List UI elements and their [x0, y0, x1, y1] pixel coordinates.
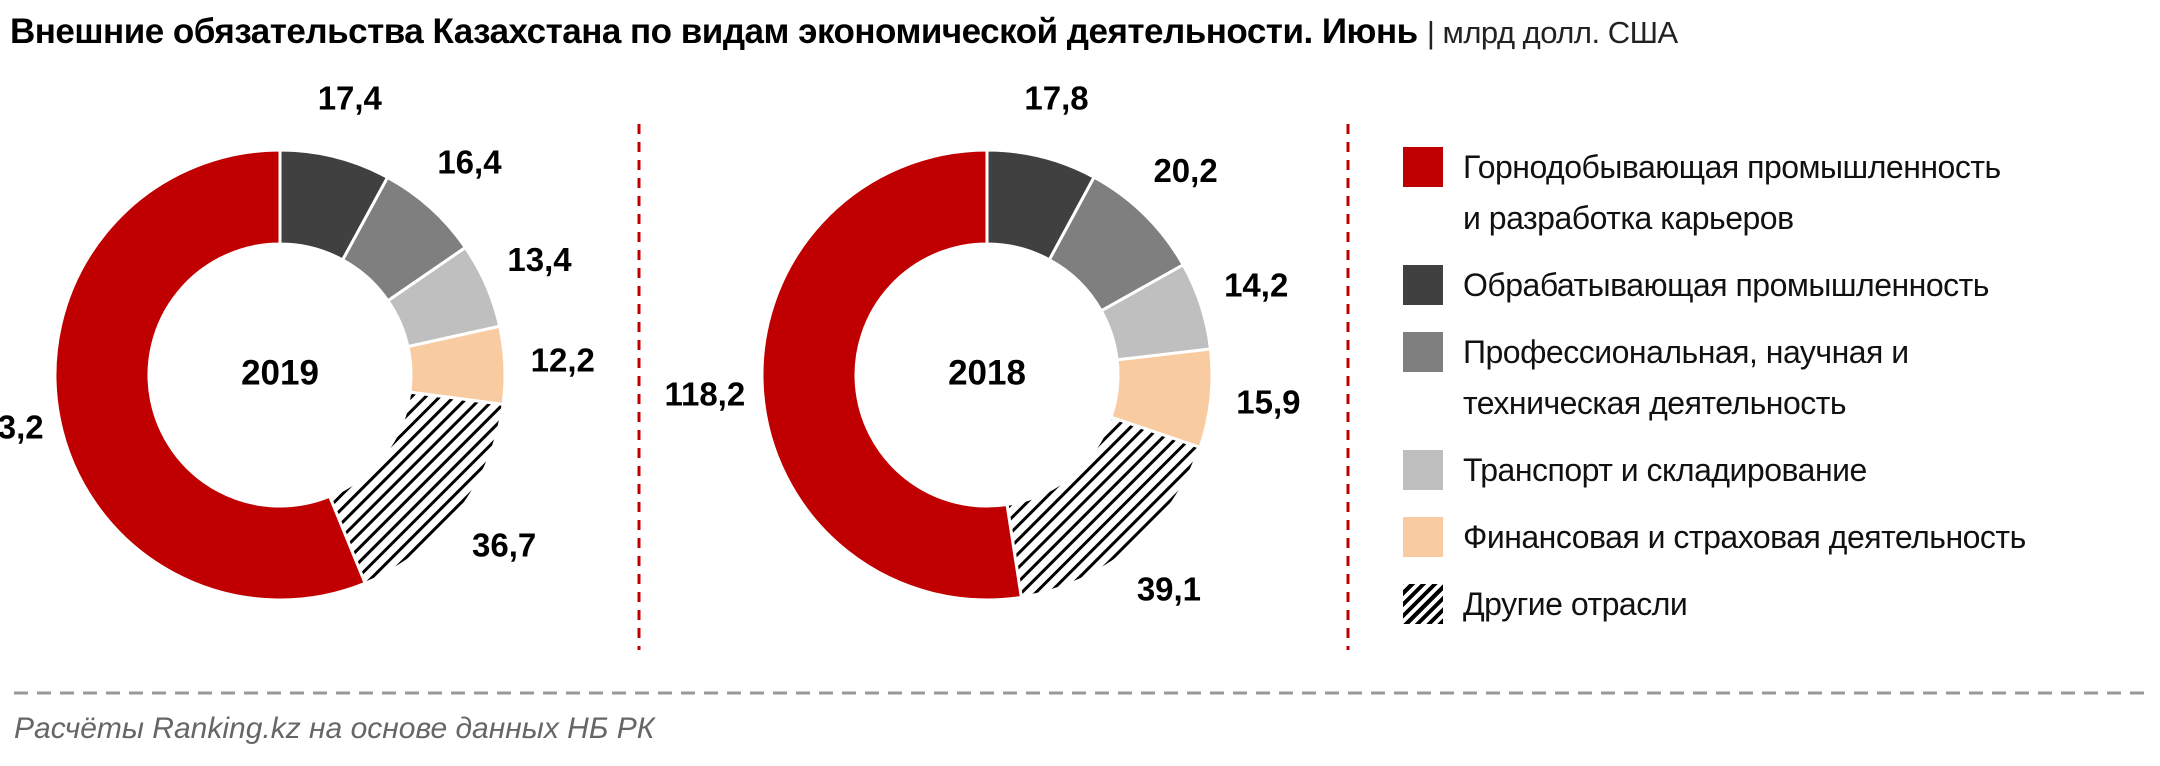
donut-segment	[760, 148, 1024, 602]
value-label: 14,2	[1224, 266, 1288, 303]
value-label: 39,1	[1137, 570, 1201, 607]
chart-title: Внешние обязательства Казахстана по вида…	[10, 12, 1678, 52]
donut-segment	[1005, 415, 1202, 600]
value-label: 15,9	[1236, 384, 1300, 421]
value-label: 17,4	[318, 79, 383, 116]
legend-item: Финансовая и страховая деятельность	[1403, 512, 2026, 563]
legend-swatch	[1403, 584, 1443, 624]
value-label: 36,7	[472, 527, 536, 564]
legend-label: Другие отрасли	[1463, 586, 1688, 622]
value-label: 20,2	[1153, 152, 1217, 189]
legend-item: Горнодобывающая промышленность и разрабо…	[1403, 142, 2026, 244]
value-label: 123,2	[0, 408, 44, 445]
center-label: 2018	[948, 353, 1026, 392]
title-text: Внешние обязательства Казахстана по вида…	[10, 12, 1418, 51]
legend-label: Профессиональная, научная и техническая …	[1463, 334, 1909, 421]
legend-label: Финансовая и страховая деятельность	[1463, 519, 2026, 555]
center-label: 2019	[241, 353, 319, 392]
unit: | млрд долл. США	[1426, 15, 1678, 50]
legend: Горнодобывающая промышленность и разрабо…	[1403, 142, 2026, 646]
legend-swatch	[1403, 265, 1443, 305]
value-label: 13,4	[507, 241, 572, 278]
legend-item: Профессиональная, научная и техническая …	[1403, 327, 2026, 429]
legend-swatch	[1403, 147, 1443, 187]
value-label: 118,2	[664, 375, 745, 412]
legend-swatch	[1403, 450, 1443, 490]
value-label: 12,2	[531, 341, 595, 378]
legend-item: Другие отрасли	[1403, 579, 2026, 630]
legend-item: Транспорт и складирование	[1403, 445, 2026, 496]
legend-item: Обрабатывающая промышленность	[1403, 260, 2026, 311]
legend-label: Обрабатывающая промышленность	[1463, 267, 1989, 303]
value-label: 16,4	[437, 143, 502, 180]
legend-swatch	[1403, 332, 1443, 372]
donut-segment	[53, 148, 368, 602]
value-label: 17,8	[1024, 79, 1088, 116]
legend-label: Транспорт и складирование	[1463, 452, 1867, 488]
legend-swatch	[1403, 517, 1443, 557]
source: Расчёты Ranking.kz на основе данных НБ Р…	[14, 712, 655, 745]
legend-label: Горнодобывающая промышленность и разрабо…	[1463, 149, 2001, 236]
